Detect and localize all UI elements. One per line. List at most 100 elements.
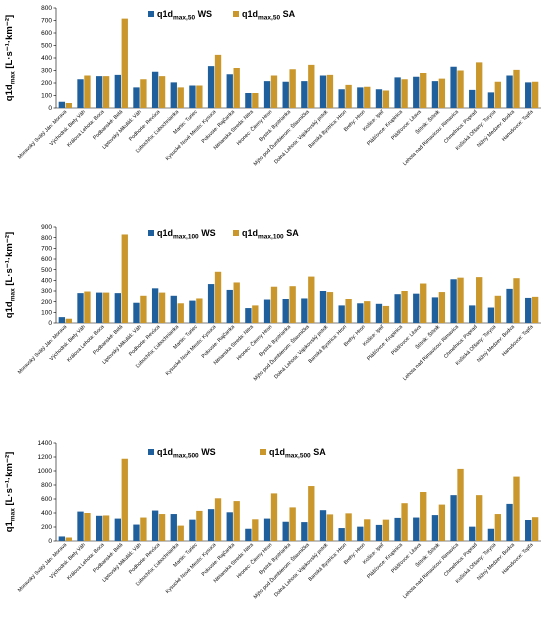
x-tick-label: Chmeľnica: Poprad [443, 109, 479, 145]
bar-sa-21 [457, 70, 464, 108]
bar-sa-9 [233, 282, 240, 323]
bar-sa-13 [308, 486, 315, 541]
bar-ws-2 [95, 76, 103, 109]
y-axis-label-sub: max [10, 288, 17, 301]
bar-sa-10 [252, 93, 259, 108]
bar-sa-17 [382, 305, 390, 323]
x-tick-label: Hronec: Čierny Hron [235, 323, 273, 361]
bar-sa-15 [345, 299, 352, 323]
bar-ws-0 [58, 536, 66, 541]
x-tick-label: Banská Bystrica: Hron [308, 324, 349, 365]
bar-sa-24 [513, 278, 520, 323]
legend-swatch-ws [148, 449, 154, 455]
bar-sa-4 [140, 295, 147, 323]
bar-sa-17 [382, 90, 390, 108]
x-tick-label: Hronec: Čierny Hron [235, 541, 273, 579]
bar-sa-8 [214, 498, 222, 541]
bar-sa-6 [177, 525, 184, 541]
bar-ws-13 [301, 298, 308, 323]
bar-ws-9 [226, 74, 233, 108]
bar-sa-22 [476, 62, 483, 109]
legend-label-sa: q1dmax,100 SA [242, 228, 299, 241]
y-tick-label: 300 [41, 68, 52, 75]
bar-ws-17 [375, 524, 383, 541]
x-tick-label: Poluvsie: Rajčanka [201, 109, 237, 145]
bar-ws-2 [95, 515, 103, 541]
legend-swatch-ws [148, 11, 154, 17]
bar-ws-6 [170, 295, 177, 323]
bar-ws-0 [58, 317, 66, 323]
y-tick-label: 1000 [38, 468, 53, 475]
bar-ws-23 [487, 307, 495, 323]
x-tick-label: Hronec: Čierny Hron [235, 108, 273, 146]
y-tick-label: 0 [48, 320, 52, 327]
bar-sa-19 [420, 73, 427, 108]
legend-swatch-sa [260, 449, 266, 455]
bar-sa-6 [177, 87, 184, 109]
y-tick-label: 200 [41, 299, 52, 306]
y-tick-label: 300 [41, 288, 52, 295]
bar-sa-23 [494, 81, 502, 108]
bar-ws-6 [170, 514, 177, 541]
bar-sa-21 [457, 277, 464, 323]
bar-ws-0 [58, 101, 66, 108]
bar-ws-18 [394, 517, 401, 541]
bar-ws-19 [413, 517, 420, 541]
y-tick-label: 200 [41, 524, 52, 531]
y-tick-label: 100 [41, 93, 52, 100]
y-tick-label: 800 [41, 5, 52, 12]
y-axis-label-main: q1d [4, 84, 15, 101]
legend-label-ws: q1dmax,50 WS [157, 9, 212, 22]
bar-sa-19 [420, 283, 427, 323]
bar-sa-17 [382, 519, 390, 541]
bar-ws-1 [77, 79, 84, 108]
bar-sa-20 [438, 504, 446, 541]
y-tick-label: 200 [41, 80, 52, 87]
bar-ws-25 [525, 297, 532, 323]
bar-sa-12 [289, 69, 296, 108]
bar-ws-22 [469, 526, 476, 541]
bar-ws-22 [469, 305, 476, 323]
bar-ws-23 [487, 92, 495, 109]
bar-ws-7 [189, 300, 196, 323]
bar-sa-5 [158, 76, 166, 109]
bar-ws-14 [319, 510, 327, 541]
bar-ws-23 [487, 528, 495, 541]
bar-ws-20 [431, 81, 439, 109]
bar-sa-22 [476, 277, 483, 323]
y-axis-label-sub: max [10, 71, 17, 84]
bar-ws-1 [77, 511, 84, 541]
bar-sa-24 [513, 69, 520, 109]
chart-panel-q1d-max-100: q1dmax [L·s⁻¹·km⁻²] 0 100 200 300 400 500 600 70… [4, 224, 541, 382]
bar-sa-12 [289, 507, 296, 541]
bar-ws-25 [525, 520, 532, 541]
bar-sa-23 [494, 514, 502, 541]
y-axis-label: q1dmax [L·s⁻¹·km⁻²] [4, 232, 17, 318]
bar-ws-6 [170, 82, 177, 109]
bar-ws-7 [189, 519, 196, 541]
y-tick-label: 600 [41, 496, 52, 503]
bar-ws-4 [133, 524, 140, 541]
bar-ws-11 [263, 81, 271, 109]
bar-sa-5 [158, 514, 166, 541]
bar-sa-3 [121, 458, 128, 541]
bar-sa-25 [531, 517, 539, 541]
bar-sa-0 [65, 318, 72, 323]
bar-sa-25 [531, 296, 539, 323]
bar-sa-15 [345, 513, 352, 541]
bar-ws-7 [189, 85, 196, 108]
bar-sa-3 [121, 18, 128, 109]
bar-sa-16 [364, 86, 371, 108]
y-axis-label-main: q1 [4, 520, 15, 532]
bar-ws-17 [375, 89, 383, 108]
bar-ws-10 [245, 528, 252, 541]
bar-sa-22 [476, 495, 483, 541]
x-tick-label: Poluvsie: Rajčanka [201, 542, 237, 578]
bar-ws-21 [450, 279, 457, 323]
bar-sa-24 [513, 476, 520, 541]
y-tick-label: 400 [41, 278, 52, 285]
bar-sa-11 [270, 286, 278, 323]
bar-ws-14 [319, 75, 327, 108]
legend-label-ws: q1dmax,500 WS [157, 447, 216, 460]
x-tick-label: Banská Bystrica: Hron [308, 109, 349, 150]
